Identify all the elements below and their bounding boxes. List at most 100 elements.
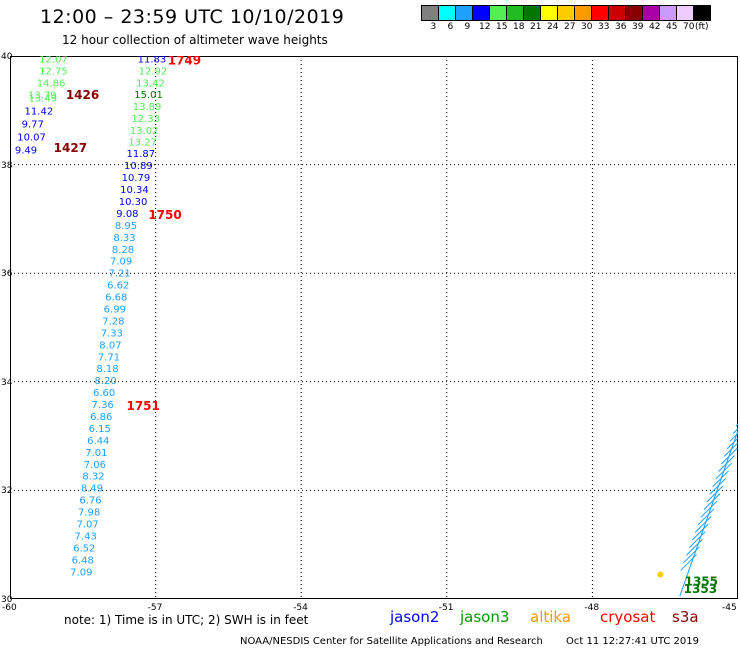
- color-scale-label: 45: [666, 22, 678, 32]
- color-swatch: [592, 6, 609, 20]
- swh-label: 8.07: [99, 340, 121, 351]
- color-scale-label: 12: [479, 22, 491, 32]
- x-axis-label: -60: [2, 603, 17, 613]
- swh-label: 10.34: [120, 185, 149, 196]
- swh-label: 6.52: [73, 543, 95, 554]
- legend-note: note: 1) Time is in UTC; 2) SWH is in fe…: [64, 613, 309, 627]
- track-segment: [688, 531, 706, 548]
- swh-label: 7.43: [75, 531, 97, 542]
- swh-label: 6.48: [72, 555, 94, 566]
- color-swatch: [558, 6, 575, 20]
- color-scale-label: 18: [513, 22, 525, 32]
- color-swatch: [473, 6, 490, 20]
- swh-label: 11.87: [126, 149, 155, 160]
- color-scale-label: 24: [547, 22, 559, 32]
- track-line: [679, 430, 738, 597]
- swh-label: 8.28: [112, 245, 134, 256]
- swh-label: 8.32: [82, 472, 104, 483]
- swh-label: 7.09: [110, 257, 132, 268]
- track-segment: [686, 538, 703, 556]
- legend-item-jason3: jason3: [460, 608, 510, 626]
- legend-item-s3a: s3a: [672, 608, 699, 626]
- swh-label: 12.92: [139, 67, 168, 78]
- color-scale: [421, 5, 711, 21]
- color-scale-label: 9: [464, 22, 471, 32]
- swh-label: 10.89: [124, 161, 153, 172]
- swh-label: 6.86: [90, 412, 112, 423]
- color-swatch: [694, 6, 710, 20]
- time-label: 1426: [66, 88, 99, 102]
- track-segment: [709, 478, 727, 495]
- color-scale-label: 6: [447, 22, 454, 32]
- swh-label: 6.60: [93, 388, 115, 399]
- x-axis-label: -51: [438, 603, 454, 613]
- swh-label: 10.30: [119, 197, 148, 208]
- swh-label: 14.86: [37, 79, 66, 90]
- color-scale-label: 33: [598, 22, 610, 32]
- color-scale-label: 39: [632, 22, 644, 32]
- swh-label: 7.33: [101, 328, 123, 339]
- color-scale-label: 21: [530, 22, 542, 32]
- track-segment: [732, 427, 738, 434]
- time-label: 1355: [685, 575, 718, 589]
- swh-label: 8.18: [96, 364, 118, 375]
- swh-label: 13.02: [130, 126, 159, 137]
- color-scale-label: 30: [581, 22, 593, 32]
- color-swatch: [541, 6, 558, 20]
- swh-label: 6.68: [105, 293, 127, 304]
- swh-label: 9.77: [22, 119, 44, 130]
- swh-label: 7.71: [98, 352, 120, 363]
- swh-label: 8.33: [113, 233, 135, 244]
- swh-label: 7.36: [92, 400, 114, 411]
- swh-label: 15.01: [134, 90, 163, 101]
- swh-label: 6.76: [79, 496, 101, 507]
- page-subtitle: 12 hour collection of altimeter wave hei…: [62, 33, 328, 47]
- swh-label: 12.75: [39, 67, 68, 78]
- time-label: 1751: [126, 399, 159, 413]
- time-label: 1427: [54, 141, 87, 155]
- swh-label: 10.79: [122, 173, 151, 184]
- time-label: 1749: [168, 56, 201, 67]
- color-scale-label: 42: [649, 22, 661, 32]
- color-scale-label: (ft): [695, 22, 709, 32]
- legend-item-altika: altika: [530, 608, 572, 626]
- y-axis-label: 30: [1, 595, 13, 605]
- track-segment: [697, 508, 715, 526]
- swh-label: 6.99: [104, 304, 126, 315]
- swh-label: 8.49: [81, 484, 103, 495]
- swh-label: 7.98: [78, 508, 100, 519]
- x-axis-label: -48: [584, 603, 600, 613]
- track-segment: [729, 432, 738, 442]
- swh-label: 7.06: [84, 460, 106, 471]
- swh-label: 7.07: [76, 520, 98, 531]
- color-swatch: [524, 6, 541, 20]
- swh-label: 8.95: [115, 221, 137, 232]
- x-axis-label: -45: [722, 603, 737, 613]
- swh-label: 6.15: [89, 424, 111, 435]
- color-swatch: [422, 6, 439, 20]
- swh-label: 6.62: [107, 281, 129, 292]
- track-segment: [700, 500, 718, 518]
- y-axis-label: 38: [1, 160, 13, 171]
- altika-mark: [657, 571, 664, 578]
- y-axis-label: 32: [1, 486, 13, 497]
- color-swatch: [677, 6, 694, 20]
- color-scale-label: 36: [615, 22, 627, 32]
- footer-timestamp: Oct 11 12:27:41 UTC 2019: [566, 636, 699, 647]
- swh-label: 13.27: [128, 137, 157, 148]
- track-segment: [680, 554, 697, 571]
- track-segment: [694, 516, 712, 533]
- swh-label: 11.42: [25, 106, 54, 117]
- time-label: 1353: [684, 582, 717, 596]
- track-segment: [691, 523, 709, 541]
- color-swatch: [507, 6, 524, 20]
- color-swatch: [575, 6, 592, 20]
- map-frame: [10, 56, 738, 599]
- color-scale-label: 70: [683, 22, 695, 32]
- page-title: 12:00 – 23:59 UTC 10/10/2019: [40, 6, 345, 28]
- swh-label: 12.33: [131, 114, 160, 125]
- swh-label: 11.83: [138, 56, 167, 66]
- color-swatch: [660, 6, 677, 20]
